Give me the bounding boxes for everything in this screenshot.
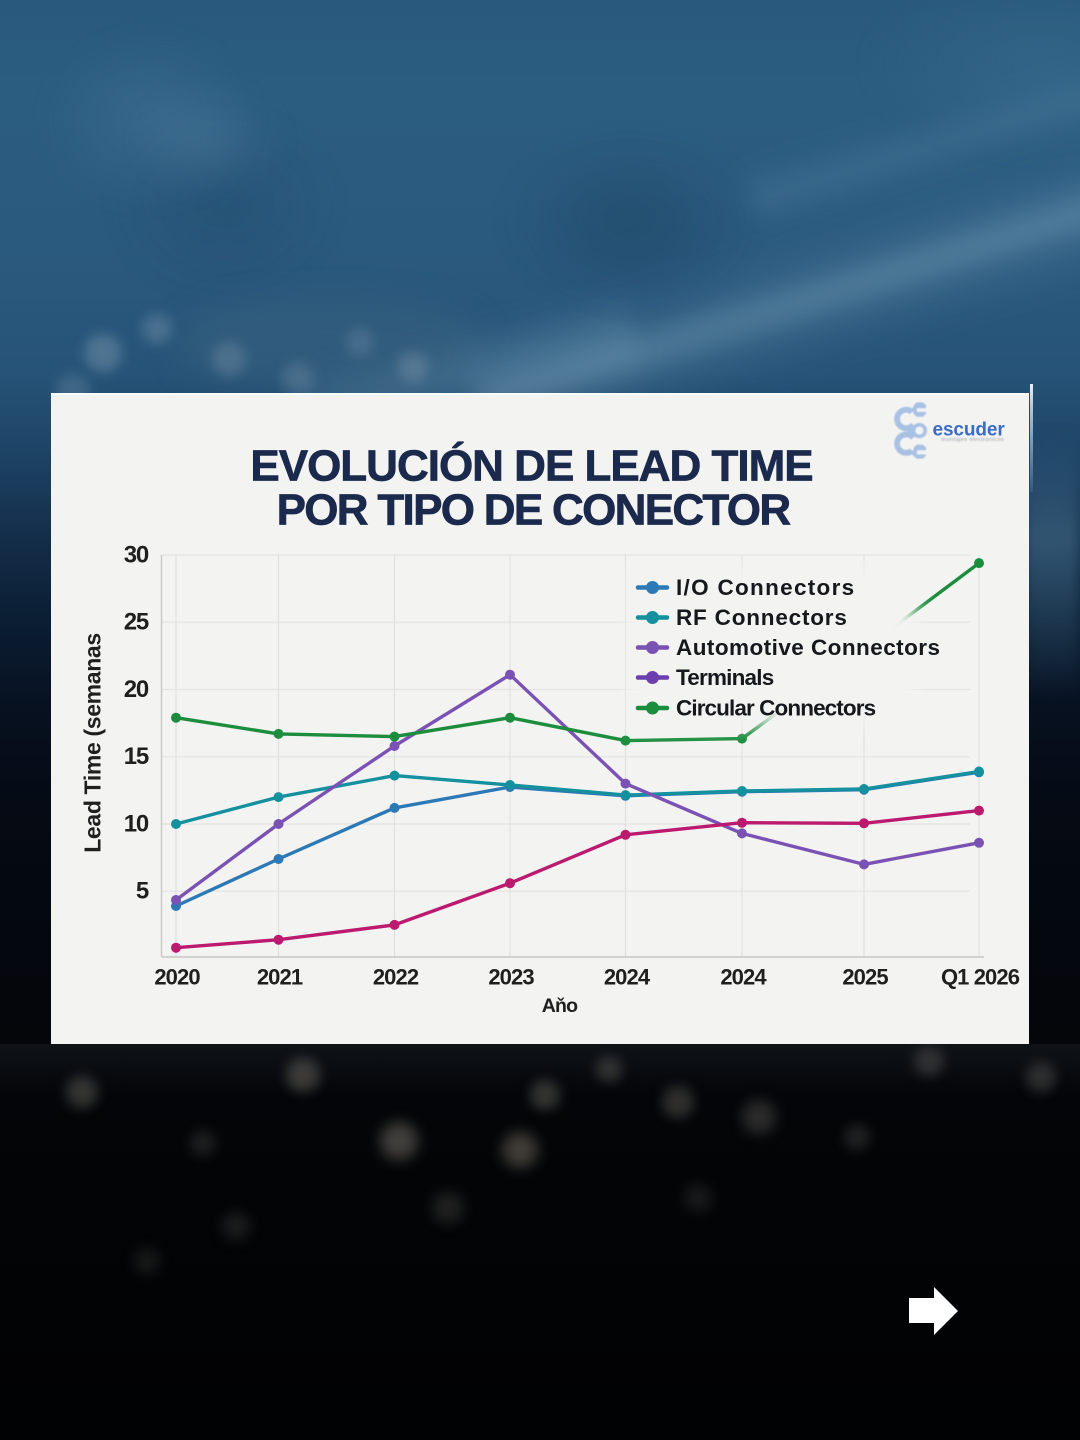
svg-text:Aňo: Aňo [542,995,578,1017]
svg-text:RF Connectors: RF Connectors [676,605,848,630]
svg-text:Terminals: Terminals [676,665,774,690]
svg-text:2024: 2024 [604,964,651,989]
svg-text:2020: 2020 [154,964,200,989]
svg-text:EVOLUCIÓN DE LEAD TIME: EVOLUCIÓN DE LEAD TIME [250,440,812,490]
svg-text:Lead Time (semanas: Lead Time (semanas [80,633,106,853]
svg-text:POR TIPO DE CONECTOR: POR TIPO DE CONECTOR [277,485,791,534]
svg-text:20: 20 [124,676,149,703]
svg-text:2022: 2022 [373,964,419,989]
svg-text:montajes electrónicos: montajes electrónicos [941,437,1004,443]
svg-text:2024: 2024 [720,964,767,989]
svg-text:escuder: escuder [933,420,1006,441]
svg-text:10: 10 [124,810,149,837]
svg-text:25: 25 [124,609,149,636]
svg-text:2021: 2021 [257,964,303,989]
svg-text:2023: 2023 [488,964,534,989]
svg-text:2025: 2025 [842,964,888,989]
svg-text:5: 5 [136,878,149,905]
svg-text:Automotive Connectors: Automotive Connectors [676,635,940,660]
svg-text:I/O Connectors: I/O Connectors [676,575,855,600]
svg-text:15: 15 [124,743,149,770]
svg-text:30: 30 [124,541,149,568]
svg-text:Q1 2026: Q1 2026 [941,964,1020,989]
svg-text:Circular Connectors: Circular Connectors [676,696,876,721]
